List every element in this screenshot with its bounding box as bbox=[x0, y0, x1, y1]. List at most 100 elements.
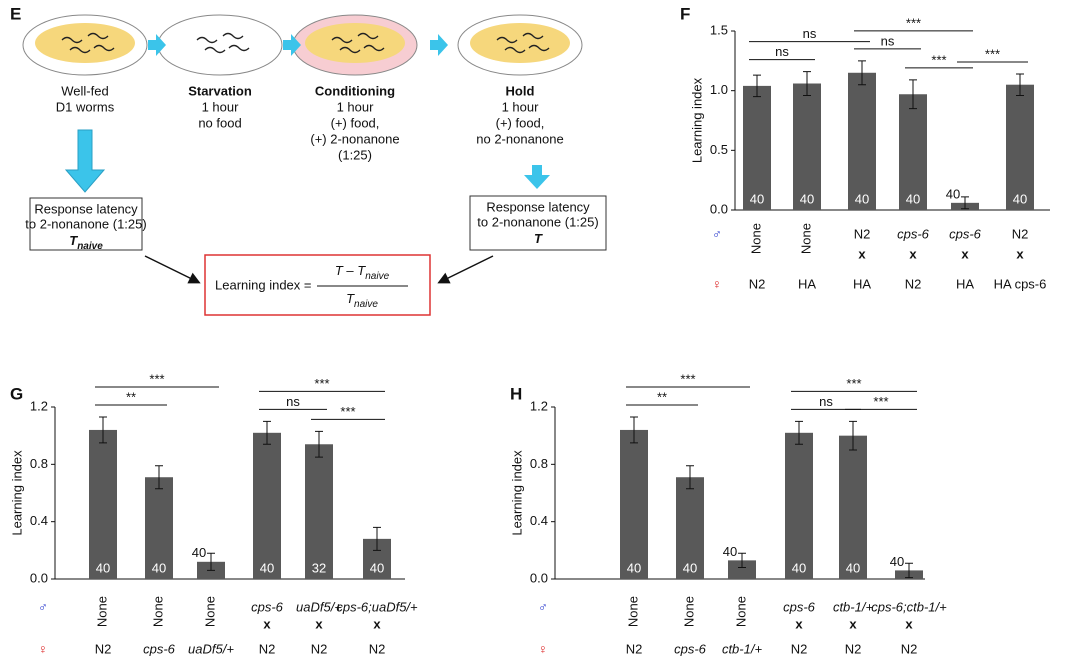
panel-label: E bbox=[10, 4, 21, 23]
male-label: cps-6 bbox=[251, 599, 284, 614]
food bbox=[305, 23, 405, 63]
female-label: HA cps-6 bbox=[994, 276, 1047, 291]
error-bar bbox=[961, 196, 969, 210]
male-label: None bbox=[150, 596, 165, 627]
y-tick-label: 0.0 bbox=[30, 570, 48, 585]
step-text: (+) food, bbox=[331, 115, 380, 130]
error-bar bbox=[753, 74, 761, 98]
bar bbox=[620, 429, 648, 579]
food bbox=[35, 23, 135, 63]
box-text: Response latency bbox=[486, 199, 590, 214]
y-tick-label: 0.0 bbox=[710, 201, 728, 216]
significance-label: *** bbox=[680, 371, 695, 386]
worms bbox=[61, 32, 550, 54]
step-text: 1 hour bbox=[502, 99, 540, 114]
n-label: 40 bbox=[192, 545, 206, 560]
female-label: cps-6 bbox=[674, 641, 707, 656]
bar bbox=[145, 477, 173, 579]
step-title: Conditioning bbox=[315, 83, 395, 98]
cross: x bbox=[263, 616, 271, 631]
error-bar bbox=[1016, 73, 1024, 96]
error-bar bbox=[858, 60, 866, 86]
female-label: N2 bbox=[905, 276, 922, 291]
n-label: 40 bbox=[890, 554, 904, 569]
male-label: N2 bbox=[1012, 226, 1029, 241]
n-label: 40 bbox=[152, 560, 166, 575]
y-tick-label: 1.0 bbox=[710, 82, 728, 97]
food bbox=[470, 23, 570, 63]
male-label: N2 bbox=[854, 226, 871, 241]
symbol: T bbox=[346, 291, 355, 306]
significance-label: *** bbox=[149, 371, 164, 386]
n-label: 32 bbox=[312, 560, 326, 575]
significance-label: *** bbox=[314, 376, 329, 391]
y-tick-label: 0.0 bbox=[530, 570, 548, 585]
cross: x bbox=[909, 246, 917, 261]
error-bar bbox=[803, 71, 811, 96]
bar bbox=[728, 560, 756, 579]
error-bar bbox=[630, 416, 638, 444]
female-label: N2 bbox=[259, 641, 276, 656]
female-label: uaDf5/+ bbox=[188, 641, 234, 656]
female-symbol: ♀ bbox=[38, 641, 48, 656]
formula-box bbox=[204, 254, 431, 316]
male-label: cps-6;uaDf5/+ bbox=[336, 599, 418, 614]
step-text: (+) food, bbox=[496, 115, 545, 130]
step-arrows bbox=[64, 34, 550, 193]
male-label: None bbox=[733, 596, 748, 627]
cross: x bbox=[795, 616, 803, 631]
n-label: 40 bbox=[1013, 191, 1027, 206]
female-label: N2 bbox=[749, 276, 766, 291]
panel-label: H bbox=[510, 384, 522, 403]
y-axis-label: Learning index bbox=[509, 450, 524, 536]
female-label: ctb-1/+ bbox=[722, 641, 763, 656]
significance-label: ns bbox=[881, 33, 895, 48]
bar bbox=[793, 83, 821, 210]
symbol: T bbox=[534, 231, 543, 246]
female-symbol: ♀ bbox=[712, 276, 722, 291]
error-bar bbox=[263, 420, 271, 445]
box-symbol: T bbox=[534, 231, 543, 246]
step-text: (+) 2-nonanone bbox=[310, 131, 399, 146]
cross: x bbox=[1016, 246, 1024, 261]
female-label: cps-6 bbox=[143, 641, 176, 656]
box-text: to 2-nonanone (1:25) bbox=[477, 214, 598, 229]
female-label: N2 bbox=[845, 641, 862, 656]
y-tick-label: 1.5 bbox=[710, 22, 728, 37]
cross: x bbox=[961, 246, 969, 261]
diagram bbox=[22, 14, 607, 316]
bar bbox=[899, 94, 927, 210]
male-label: cps-6;ctb-1/+ bbox=[871, 599, 947, 614]
female-label: N2 bbox=[369, 641, 386, 656]
male-label: None bbox=[94, 596, 109, 627]
male-label: cps-6 bbox=[897, 226, 930, 241]
cross: x bbox=[373, 616, 381, 631]
box bbox=[469, 195, 607, 251]
male-label: None bbox=[202, 596, 217, 627]
subscript: naive bbox=[354, 299, 378, 310]
step-title: Starvation bbox=[188, 83, 252, 98]
y-tick-label: 0.8 bbox=[530, 456, 548, 471]
significance-label: *** bbox=[985, 46, 1000, 61]
bar bbox=[253, 432, 281, 579]
y-tick-label: 0.8 bbox=[30, 456, 48, 471]
male-label: None bbox=[625, 596, 640, 627]
step-title: Hold bbox=[506, 83, 535, 98]
male-symbol: ♂ bbox=[38, 599, 48, 614]
error-bar bbox=[373, 526, 381, 551]
n-label: 40 bbox=[800, 191, 814, 206]
n-label: 40 bbox=[96, 560, 110, 575]
error-bar bbox=[849, 420, 857, 451]
error-bar bbox=[99, 416, 107, 444]
y-axis-label: Learning index bbox=[9, 450, 24, 536]
significance-label: *** bbox=[931, 52, 946, 67]
arrow bbox=[144, 255, 201, 284]
step-text: 1 hour bbox=[337, 99, 375, 114]
n-label: 40 bbox=[906, 191, 920, 206]
male-label: None bbox=[681, 596, 696, 627]
error-bar bbox=[909, 79, 917, 110]
error-bar bbox=[155, 465, 163, 490]
error-bar bbox=[686, 465, 694, 490]
bar bbox=[89, 429, 117, 579]
